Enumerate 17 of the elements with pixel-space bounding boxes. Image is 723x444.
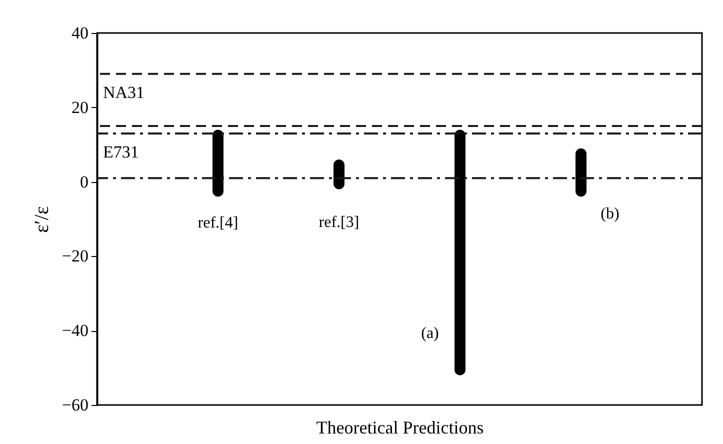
y-tick-label: 40 <box>72 24 88 42</box>
y-tick-label: −40 <box>62 321 88 340</box>
x-tick-label: ref.[3] <box>318 214 360 232</box>
x-axis-title: Theoretical Predictions <box>316 418 484 438</box>
bar <box>454 130 466 376</box>
ref-line-label: E731 <box>103 142 139 162</box>
bar <box>576 148 586 197</box>
ref-line-label: NA31 <box>103 82 145 102</box>
y-axis-title: ε′/ε <box>30 206 53 233</box>
x-tick-label: (a) <box>421 325 439 342</box>
y-tick-label: −20 <box>62 246 88 266</box>
x-tick-label: ref.[4] <box>198 214 238 232</box>
x-tick-label: (b) <box>600 206 620 223</box>
y-tick-label: 0 <box>80 172 88 192</box>
y-tick-label: −60 <box>62 396 88 414</box>
y-tick-label: 20 <box>72 98 88 117</box>
bar <box>212 130 224 197</box>
